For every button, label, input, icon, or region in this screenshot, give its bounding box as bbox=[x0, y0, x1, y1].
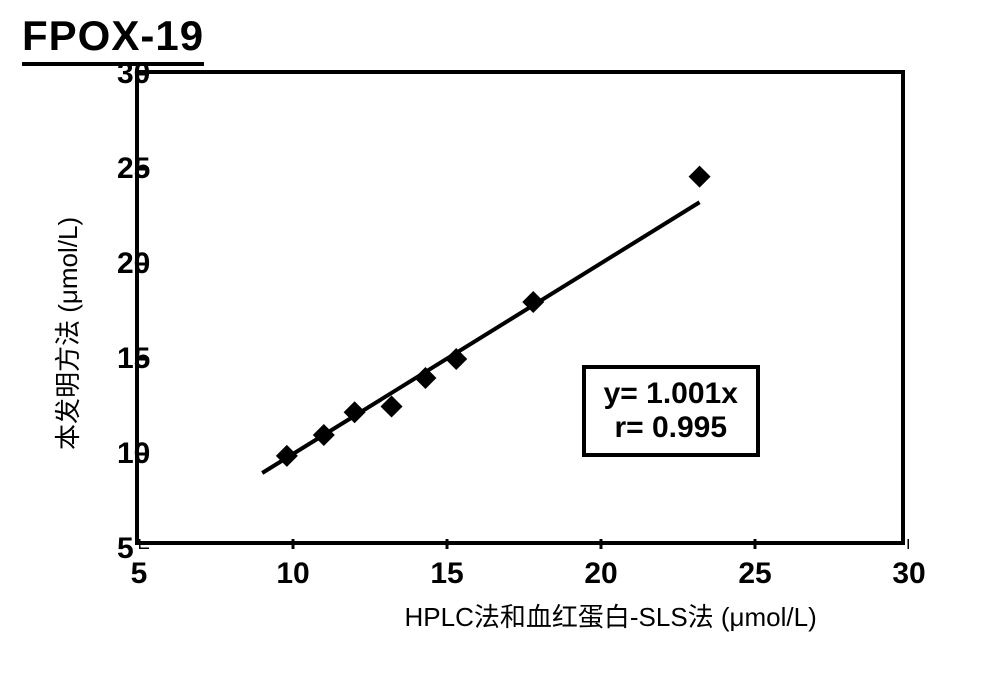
x-tick-label: 20 bbox=[584, 557, 617, 591]
chart-title: FPOX-19 bbox=[22, 12, 204, 66]
plot-area bbox=[135, 70, 905, 545]
x-tick-label: 30 bbox=[892, 557, 925, 591]
equation-r-text: r= 0.995 bbox=[604, 411, 738, 445]
x-axis-label: HPLC法和血红蛋白-SLS法 (μmol/L) bbox=[405, 597, 817, 634]
x-tick-label: 15 bbox=[430, 557, 463, 591]
equation-slope-text: y= 1.001x bbox=[604, 377, 738, 411]
x-tick-label: 25 bbox=[738, 557, 771, 591]
plot-svg bbox=[139, 74, 909, 549]
chart-title-wrap: FPOX-19 bbox=[22, 12, 204, 66]
y-axis-label: 本发明方法 (μmol/L) bbox=[48, 217, 85, 450]
x-tick-label: 10 bbox=[276, 557, 309, 591]
equation-annotation-box: y= 1.001x r= 0.995 bbox=[582, 365, 760, 457]
